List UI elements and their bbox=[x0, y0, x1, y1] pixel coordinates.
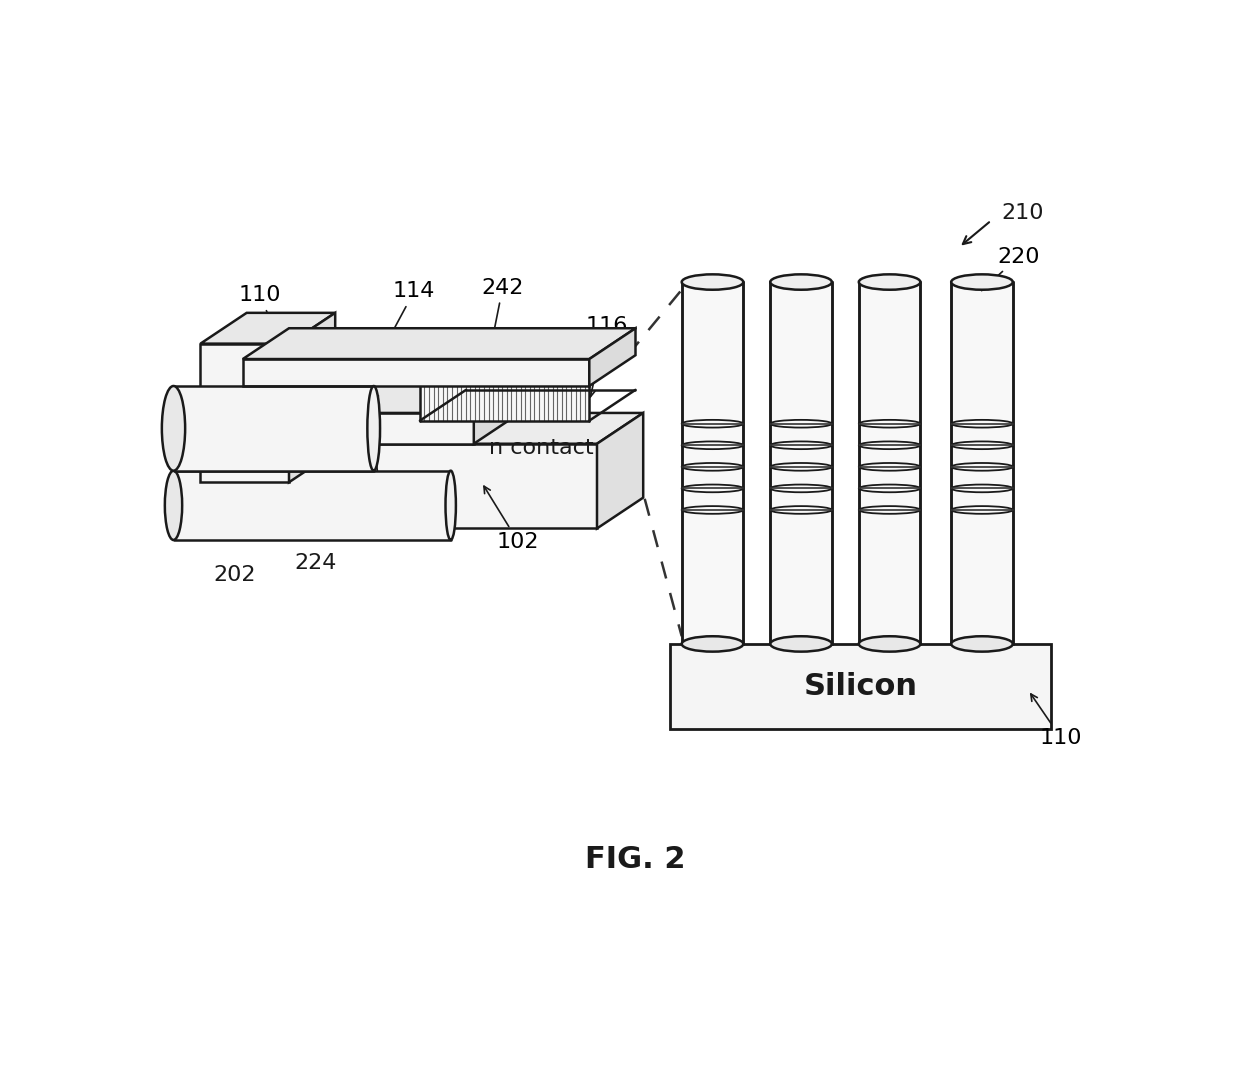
Polygon shape bbox=[174, 471, 450, 540]
Text: 202: 202 bbox=[213, 564, 257, 585]
Ellipse shape bbox=[682, 636, 743, 652]
Text: 242: 242 bbox=[481, 277, 523, 351]
Text: 116: 116 bbox=[585, 316, 627, 397]
Text: 114: 114 bbox=[376, 282, 435, 363]
Polygon shape bbox=[201, 344, 289, 482]
Polygon shape bbox=[589, 329, 635, 386]
Polygon shape bbox=[951, 282, 1013, 644]
Polygon shape bbox=[682, 282, 743, 644]
Polygon shape bbox=[243, 329, 635, 359]
Text: 224: 224 bbox=[295, 553, 337, 573]
Polygon shape bbox=[243, 413, 644, 444]
Text: 112: 112 bbox=[358, 441, 401, 501]
Polygon shape bbox=[289, 313, 335, 482]
Ellipse shape bbox=[162, 386, 185, 471]
Polygon shape bbox=[859, 282, 920, 644]
Polygon shape bbox=[770, 282, 832, 644]
Text: Silicon: Silicon bbox=[804, 672, 918, 701]
Polygon shape bbox=[174, 386, 373, 471]
Ellipse shape bbox=[951, 636, 1013, 652]
Polygon shape bbox=[243, 359, 589, 386]
Polygon shape bbox=[243, 444, 596, 528]
Text: 102: 102 bbox=[484, 487, 539, 552]
Text: n contact: n contact bbox=[490, 437, 594, 458]
Ellipse shape bbox=[682, 274, 743, 290]
Polygon shape bbox=[243, 382, 520, 413]
Polygon shape bbox=[670, 644, 1052, 729]
Text: 110: 110 bbox=[239, 285, 288, 363]
Ellipse shape bbox=[859, 274, 920, 290]
Text: FIG. 2: FIG. 2 bbox=[585, 845, 686, 874]
Polygon shape bbox=[243, 413, 474, 444]
Ellipse shape bbox=[859, 636, 920, 652]
Text: 110: 110 bbox=[1030, 694, 1083, 748]
Polygon shape bbox=[201, 313, 335, 344]
Ellipse shape bbox=[445, 471, 456, 540]
Polygon shape bbox=[596, 413, 644, 528]
Polygon shape bbox=[420, 329, 635, 359]
Ellipse shape bbox=[951, 274, 1013, 290]
Text: p contact: p contact bbox=[275, 392, 379, 412]
Ellipse shape bbox=[165, 471, 182, 540]
Polygon shape bbox=[420, 359, 589, 420]
Ellipse shape bbox=[367, 386, 379, 471]
Ellipse shape bbox=[770, 274, 832, 290]
Ellipse shape bbox=[770, 636, 832, 652]
Text: 220: 220 bbox=[982, 246, 1040, 290]
Text: 210: 210 bbox=[1001, 203, 1044, 223]
Polygon shape bbox=[474, 382, 520, 444]
